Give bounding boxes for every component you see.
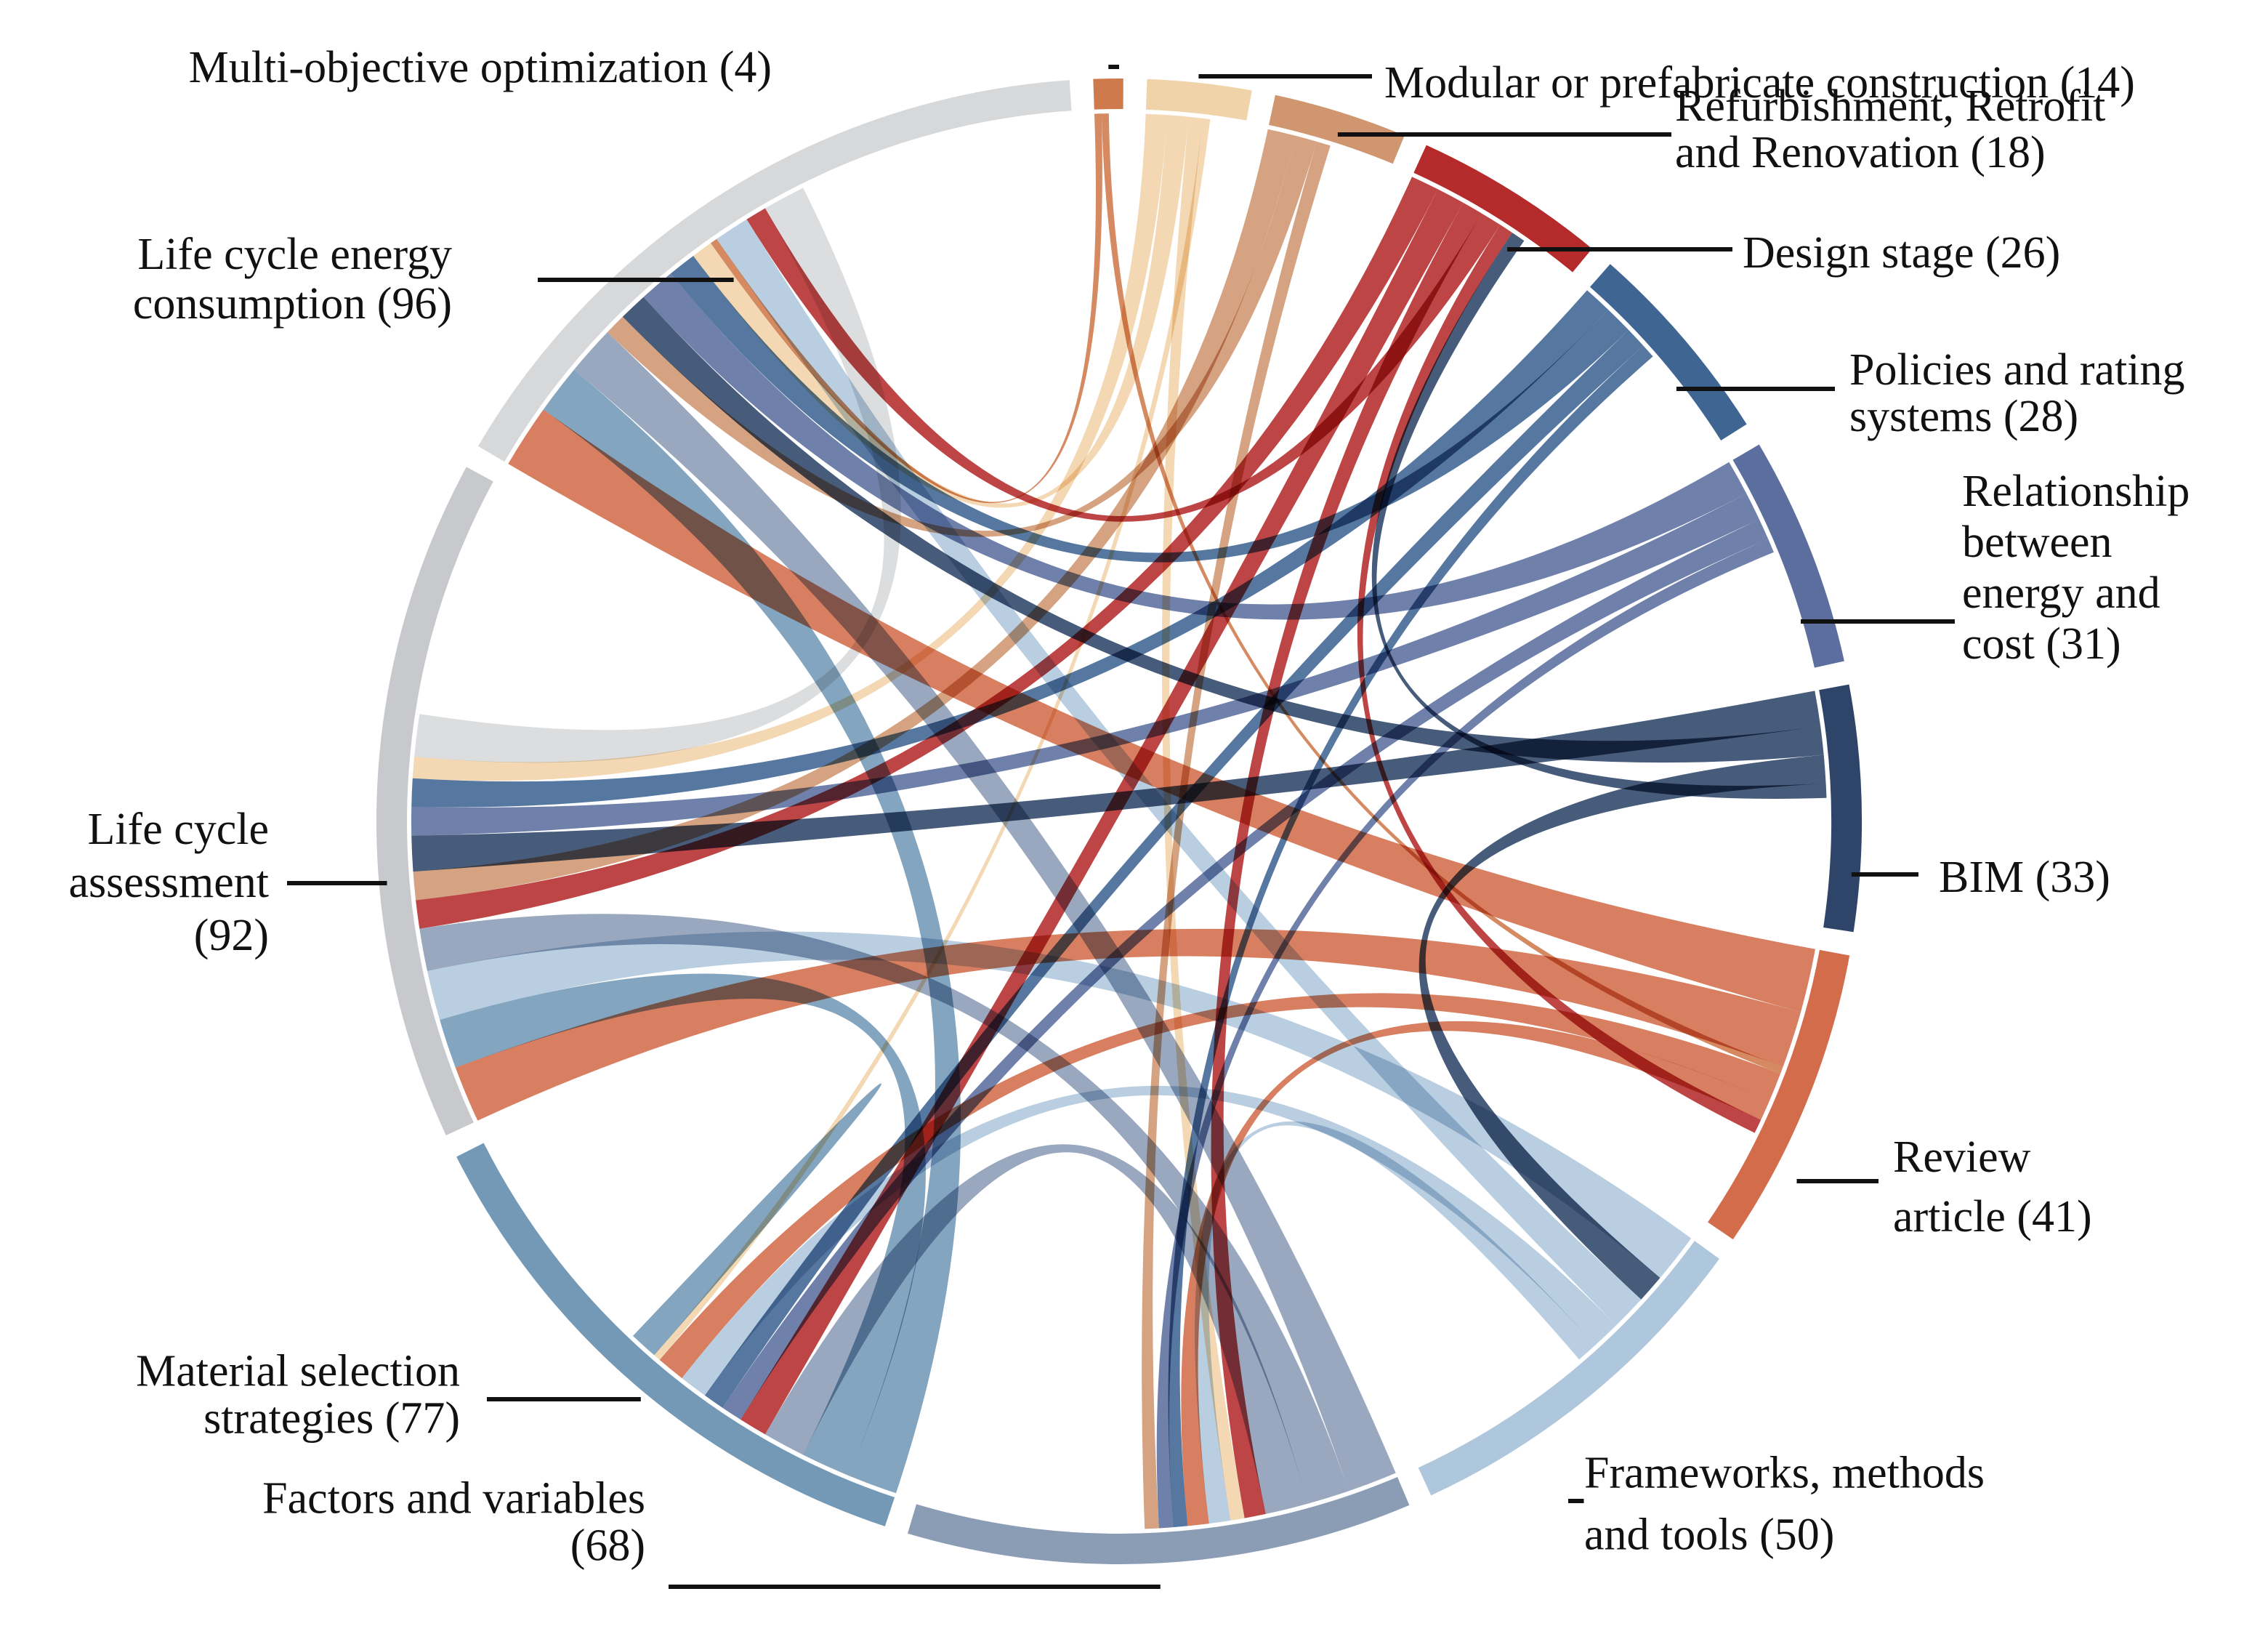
group-label-line: systems (28) xyxy=(1849,392,2078,441)
group-label-fmt: Frameworks, methods and tools (50) xyxy=(1584,1449,1985,1560)
group-label-line: Multi-objective optimization (4) xyxy=(189,43,772,92)
group-label-line: and tools (50) xyxy=(1584,1510,1834,1560)
group-arc-fmt xyxy=(1418,1241,1719,1496)
chord-des-rev xyxy=(1357,225,1761,1133)
chord-labels: Multi-objective optimization (4) Modular … xyxy=(68,43,2190,1589)
group-arc-lca xyxy=(376,467,493,1135)
chord-mat-lca xyxy=(440,973,926,1476)
group-arc-mat xyxy=(456,1143,895,1526)
chord-fmt-lce xyxy=(717,219,1642,1326)
group-label-line: Life cycle xyxy=(87,805,269,854)
chord-des-mat xyxy=(740,189,1464,1435)
chord-rev-lca xyxy=(455,928,1801,1121)
group-label-fac: Factors and variables (68) xyxy=(262,1474,645,1571)
group-label-ref: Refurbishment, Retrofit and Renovation (1… xyxy=(1675,81,2105,177)
chord-arcs xyxy=(376,78,1863,1564)
group-label-line: Frameworks, methods xyxy=(1584,1449,1985,1498)
group-label-des: Design stage (26) xyxy=(1743,228,2060,278)
group-label-line: Modular or prefabricate construction (14… xyxy=(1384,58,2135,108)
chord-mat-lce xyxy=(543,369,961,1494)
group-label-bim: BIM (33) xyxy=(1939,853,2110,902)
group-label-mod: Modular or prefabricate construction (14… xyxy=(1384,58,2135,108)
group-label-line: Policies and rating xyxy=(1849,345,2184,395)
group-arc-fac xyxy=(908,1477,1410,1564)
group-label-line: assessment xyxy=(68,858,269,907)
chord-ref-lca xyxy=(413,129,1296,901)
group-label-rel: Relationship between energy and cost (31) xyxy=(1962,467,2190,669)
group-arc-bim xyxy=(1819,684,1863,933)
group-arc-moo xyxy=(1093,78,1123,110)
chord-rev-lce xyxy=(508,409,1815,1013)
group-label-rev: Review article (41) xyxy=(1893,1132,2092,1241)
chord-pol-lca xyxy=(411,290,1609,808)
group-arc-mod xyxy=(1145,79,1252,121)
chord-des-fac xyxy=(1211,202,1482,1518)
group-label-line: consumption (96) xyxy=(133,279,452,329)
group-label-line: energy and xyxy=(1962,568,2160,618)
group-arc-rel xyxy=(1732,444,1844,668)
group-arc-ref xyxy=(1269,94,1405,164)
group-label-line: Life cycle energy xyxy=(137,230,452,279)
group-label-line: strategies (77) xyxy=(203,1394,460,1444)
chord-fac-lce xyxy=(573,332,1396,1492)
group-label-lca: Life cycle assessment (92) xyxy=(68,805,269,960)
chord-bim-fmt xyxy=(1418,754,1826,1300)
group-label-line: BIM (33) xyxy=(1939,853,2110,902)
group-label-line: and Renovation (18) xyxy=(1675,128,2046,177)
group-label-mat: Material selection strategies (77) xyxy=(136,1347,460,1444)
group-label-line: Refurbishment, Retrofit xyxy=(1675,81,2105,131)
group-label-line: article (41) xyxy=(1893,1192,2092,1241)
group-label-pol: Policies and rating systems (28) xyxy=(1849,345,2184,441)
group-label-line: Review xyxy=(1893,1132,2031,1182)
group-label-line: Factors and variables xyxy=(262,1474,645,1524)
chord-bim-lca xyxy=(411,691,1821,872)
chord-ref-fac xyxy=(1142,141,1331,1529)
group-label-line: between xyxy=(1962,518,2112,567)
chord-mat-mat xyxy=(633,1083,881,1356)
group-label-moo: Multi-objective optimization (4) xyxy=(189,43,772,92)
group-label-line: Material selection xyxy=(136,1347,460,1396)
group-label-lce: Life cycle energy consumption (96) xyxy=(133,230,452,329)
group-label-line: cost (31) xyxy=(1962,619,2121,669)
chord-ribbons xyxy=(411,113,1827,1529)
group-label-line: (92) xyxy=(194,911,269,960)
group-arc-pol xyxy=(1590,264,1747,440)
group-label-line: (68) xyxy=(570,1521,645,1571)
group-arc-des xyxy=(1413,145,1592,273)
chord-des-lce xyxy=(746,208,1501,522)
group-label-line: Relationship xyxy=(1962,467,2190,516)
group-arc-rev xyxy=(1708,949,1850,1240)
group-label-line: Design stage (26) xyxy=(1743,228,2060,278)
